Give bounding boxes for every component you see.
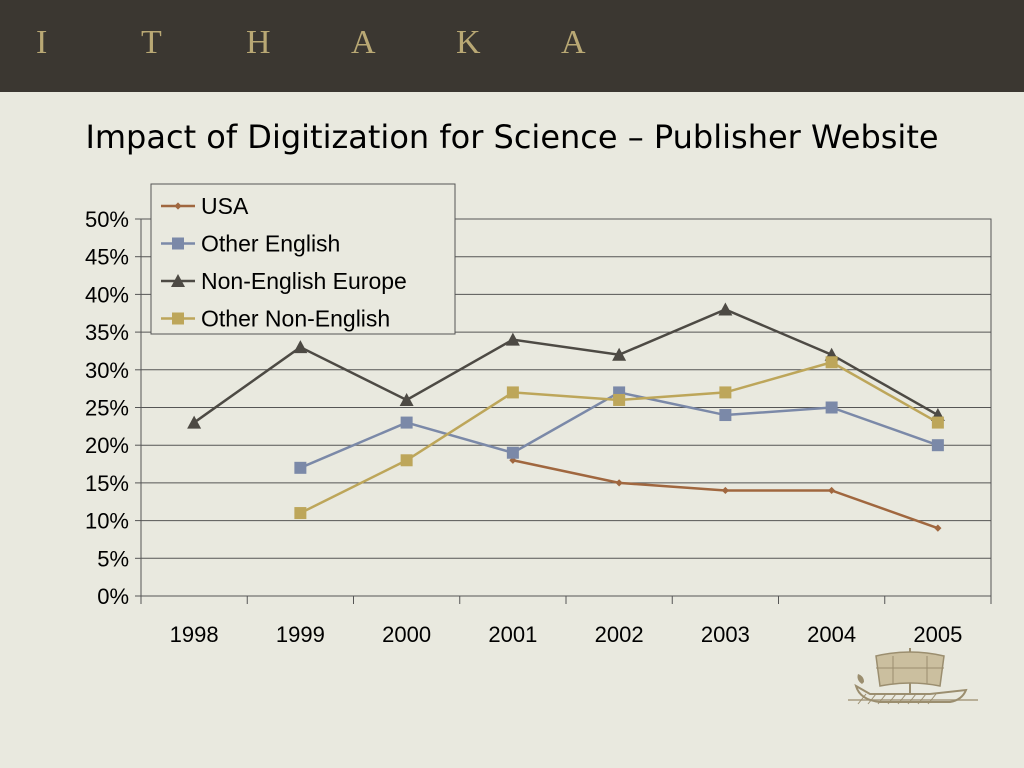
- y-tick-label: 5%: [97, 546, 129, 571]
- data-point: [172, 237, 184, 250]
- data-point: [399, 392, 414, 406]
- legend-box: [150, 183, 456, 335]
- y-tick-label: 50%: [85, 207, 129, 232]
- x-tick-label: 1998: [170, 622, 219, 647]
- x-tick-label: 2001: [488, 622, 537, 647]
- legend-item: Other English: [161, 231, 340, 257]
- y-tick-label: 40%: [85, 282, 129, 307]
- data-point: [509, 456, 517, 464]
- data-point: [828, 486, 836, 495]
- logo-letter: A: [351, 24, 378, 61]
- logo-letter: H: [246, 24, 273, 61]
- slide-title: Impact of Digitization for Science – Pub…: [85, 118, 939, 156]
- data-point: [931, 416, 944, 429]
- data-point: [400, 416, 413, 429]
- data-point: [613, 393, 626, 406]
- legend-label: Other Non-English: [201, 306, 390, 332]
- header-bar: I T H A K A: [0, 0, 1024, 92]
- series-usa: [509, 456, 942, 532]
- data-point: [825, 356, 838, 369]
- data-point: [825, 401, 838, 414]
- series-other-non-english: [294, 356, 944, 520]
- data-point: [294, 461, 307, 474]
- logo-letter: I: [36, 24, 50, 61]
- data-point: [721, 486, 729, 495]
- legend-label: Non-English Europe: [201, 268, 407, 294]
- data-point: [719, 409, 732, 422]
- y-tick-label: 30%: [85, 358, 129, 383]
- y-tick-label: 20%: [85, 433, 129, 458]
- ithaka-logo: I T H A K A: [36, 24, 666, 68]
- x-tick-label: 2003: [701, 622, 750, 647]
- data-point: [931, 439, 944, 452]
- y-tick-label: 15%: [85, 471, 129, 496]
- y-tick-label: 0%: [97, 584, 129, 609]
- data-point: [187, 415, 202, 429]
- logo-letter: K: [456, 24, 483, 61]
- y-tick-label: 45%: [85, 245, 129, 270]
- x-tick-label: 1999: [276, 622, 325, 647]
- ship-icon: [848, 648, 978, 705]
- data-point: [719, 386, 732, 399]
- data-point: [612, 347, 627, 361]
- series-line: [193, 308, 939, 424]
- logo-letter: A: [561, 24, 588, 61]
- data-point: [174, 202, 182, 210]
- series-line: [299, 360, 939, 515]
- chart-axes: 0% 5% 10% 15% 20% 25% 30% 35% 40% 45% 50% 1998 1999 2…: [85, 207, 992, 647]
- data-point: [294, 507, 307, 520]
- data-point: [506, 386, 519, 399]
- data-point: [615, 479, 623, 487]
- legend-label: Other English: [201, 231, 340, 257]
- series-line: [512, 459, 939, 530]
- x-tick-label: 2002: [595, 622, 644, 647]
- series-non-english-europe: [187, 302, 945, 429]
- legend-label: USA: [201, 193, 249, 219]
- data-point: [505, 332, 520, 346]
- data-point: [400, 454, 413, 467]
- x-tick-label: 2000: [382, 622, 431, 647]
- y-tick-label: 35%: [85, 320, 129, 345]
- data-point: [171, 274, 185, 287]
- data-point: [293, 340, 308, 354]
- y-tick-label: 25%: [85, 396, 129, 421]
- data-point: [718, 302, 733, 316]
- legend-item: Non-English Europe: [161, 268, 407, 294]
- logo-letter: T: [141, 24, 164, 61]
- data-point: [934, 524, 942, 532]
- x-tick-label: 2004: [807, 622, 856, 647]
- y-tick-label: 10%: [85, 509, 129, 534]
- chart-legend: USA Other English Non-English Europe Other …: [150, 183, 456, 335]
- data-point: [172, 312, 184, 325]
- x-tick-label: 2005: [913, 622, 962, 647]
- data-point: [506, 446, 519, 459]
- legend-item: USA: [161, 193, 249, 219]
- chart-series: [187, 302, 945, 532]
- legend-item: Other Non-English: [161, 306, 390, 332]
